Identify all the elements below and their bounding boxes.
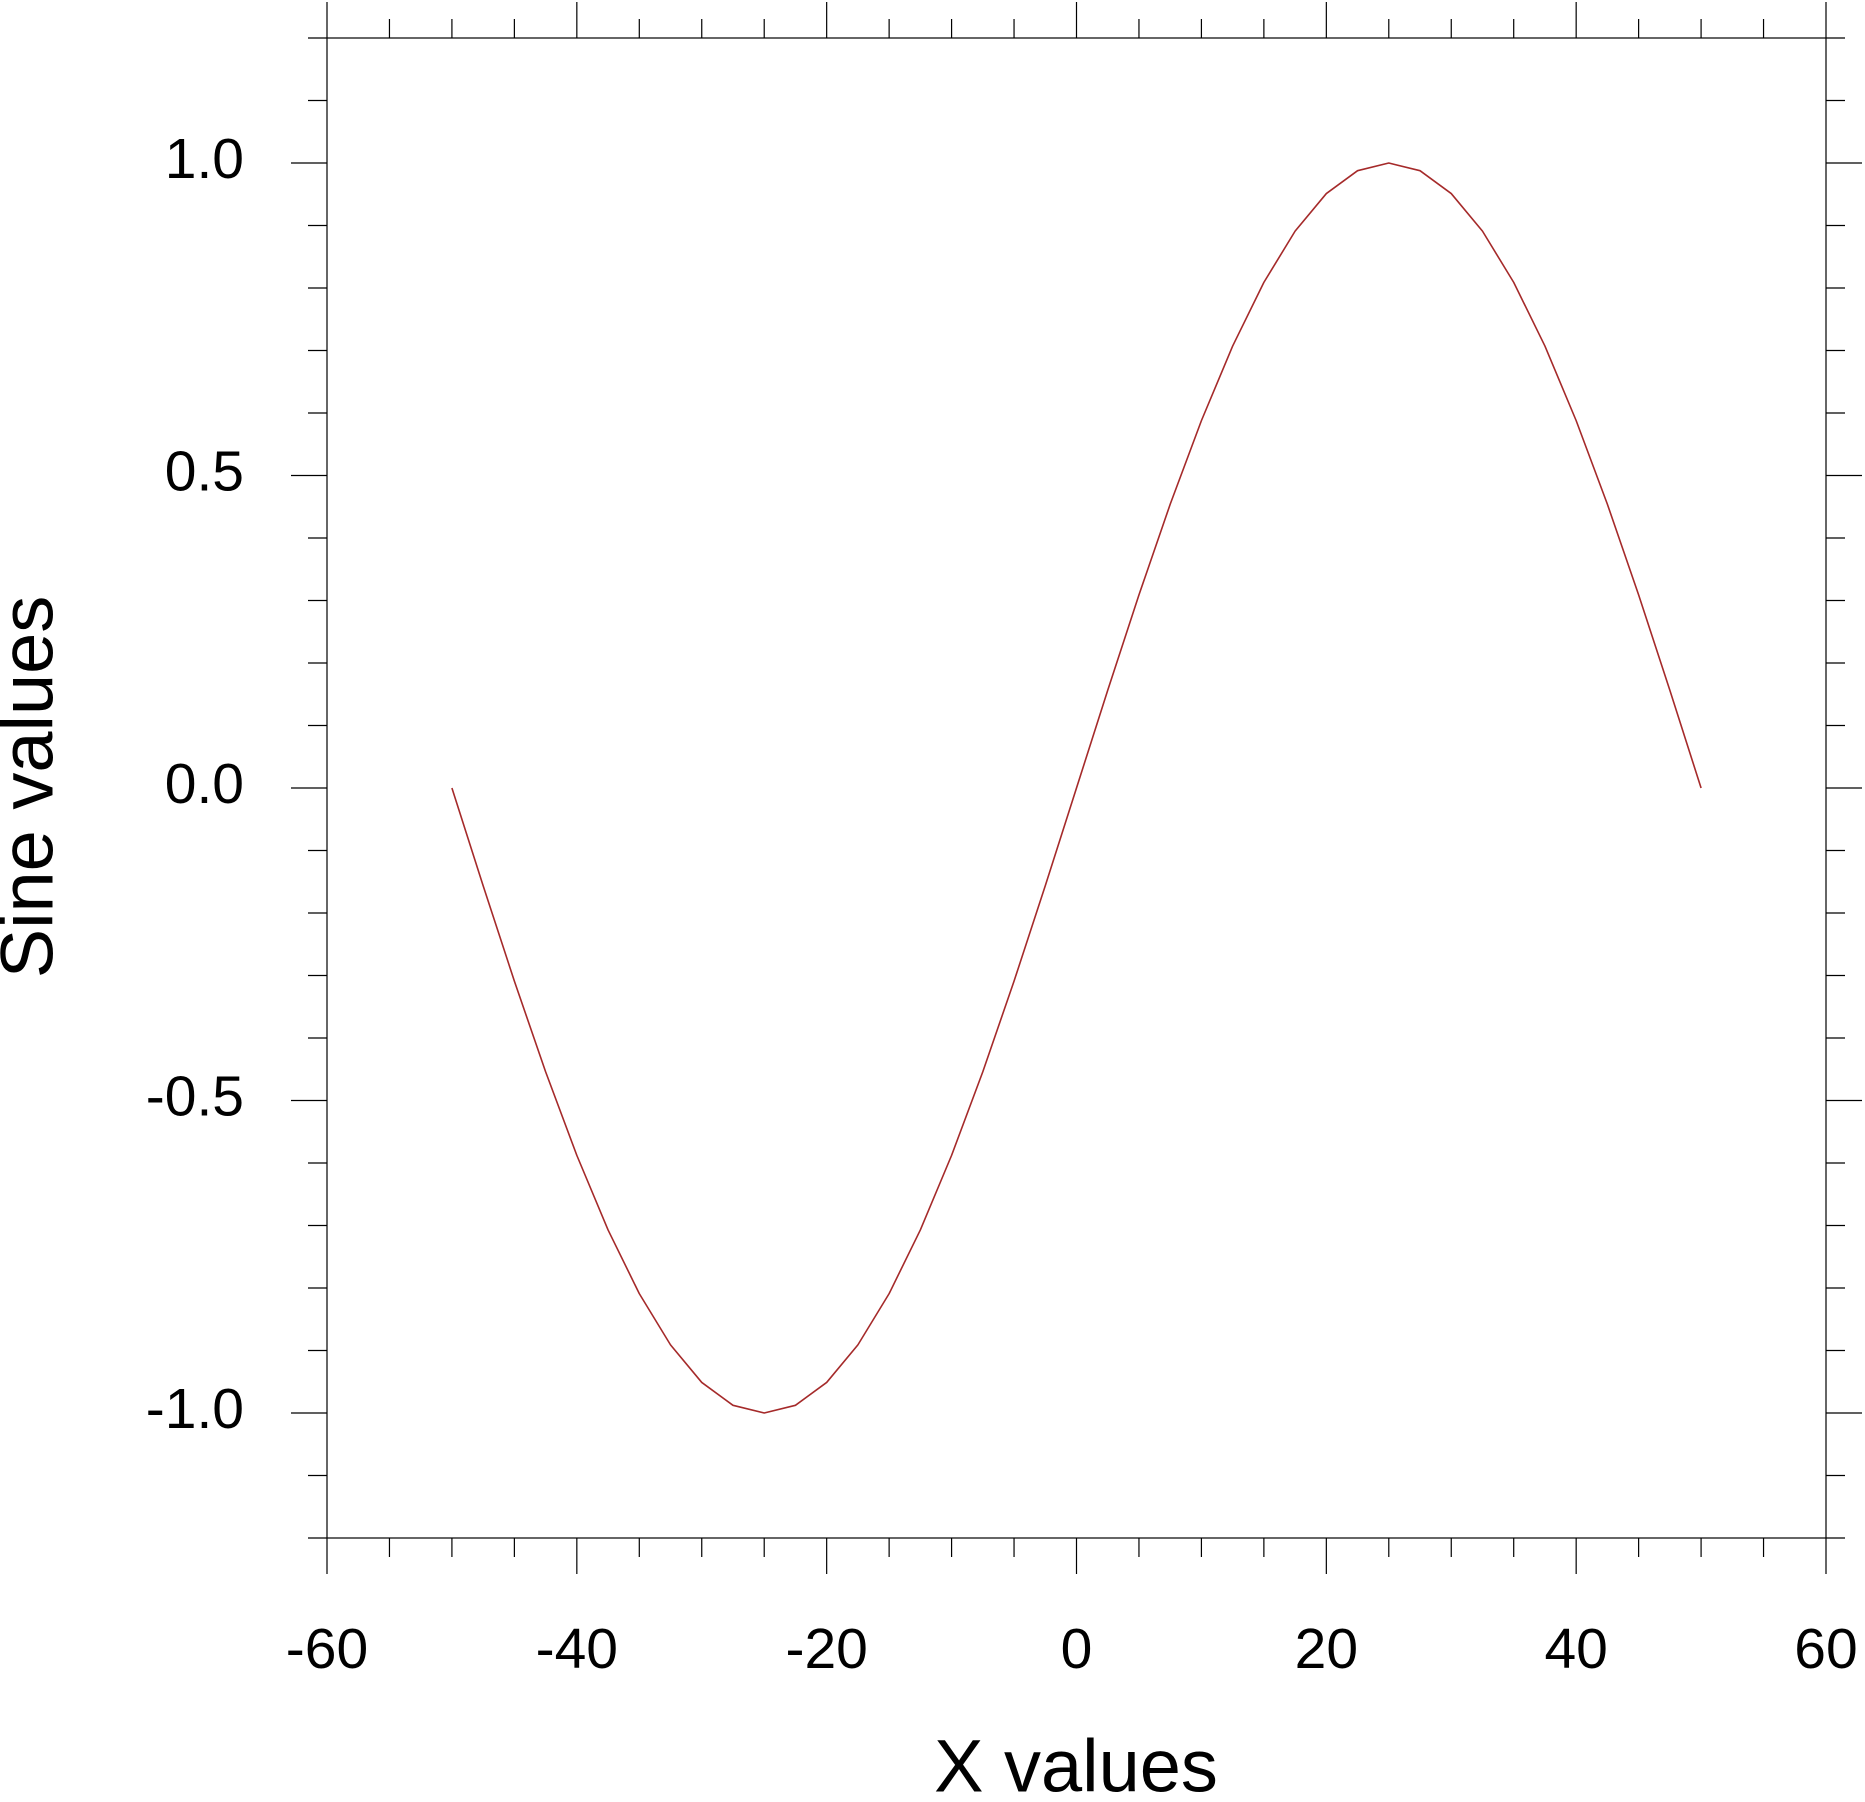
x-tick-label: 0 [1061, 1617, 1093, 1681]
y-tick-label: 0.0 [165, 752, 244, 816]
y-tick-label: -0.5 [146, 1065, 244, 1129]
x-axis-label: X values [934, 1725, 1218, 1802]
sine-line [451, 162, 1702, 1414]
y-tick-label: -1.0 [146, 1377, 244, 1441]
x-tick-label: 20 [1295, 1617, 1358, 1681]
x-tick-label: 40 [1544, 1617, 1607, 1681]
x-tick-label: 60 [1794, 1617, 1857, 1681]
x-tick-label: -20 [785, 1617, 867, 1681]
y-axis-label: Sine values [0, 596, 69, 979]
y-tick-label: 1.0 [165, 127, 244, 191]
y-tick-label: 0.5 [165, 440, 244, 504]
x-tick-label: -40 [536, 1617, 618, 1681]
x-tick-label: -60 [286, 1617, 368, 1681]
